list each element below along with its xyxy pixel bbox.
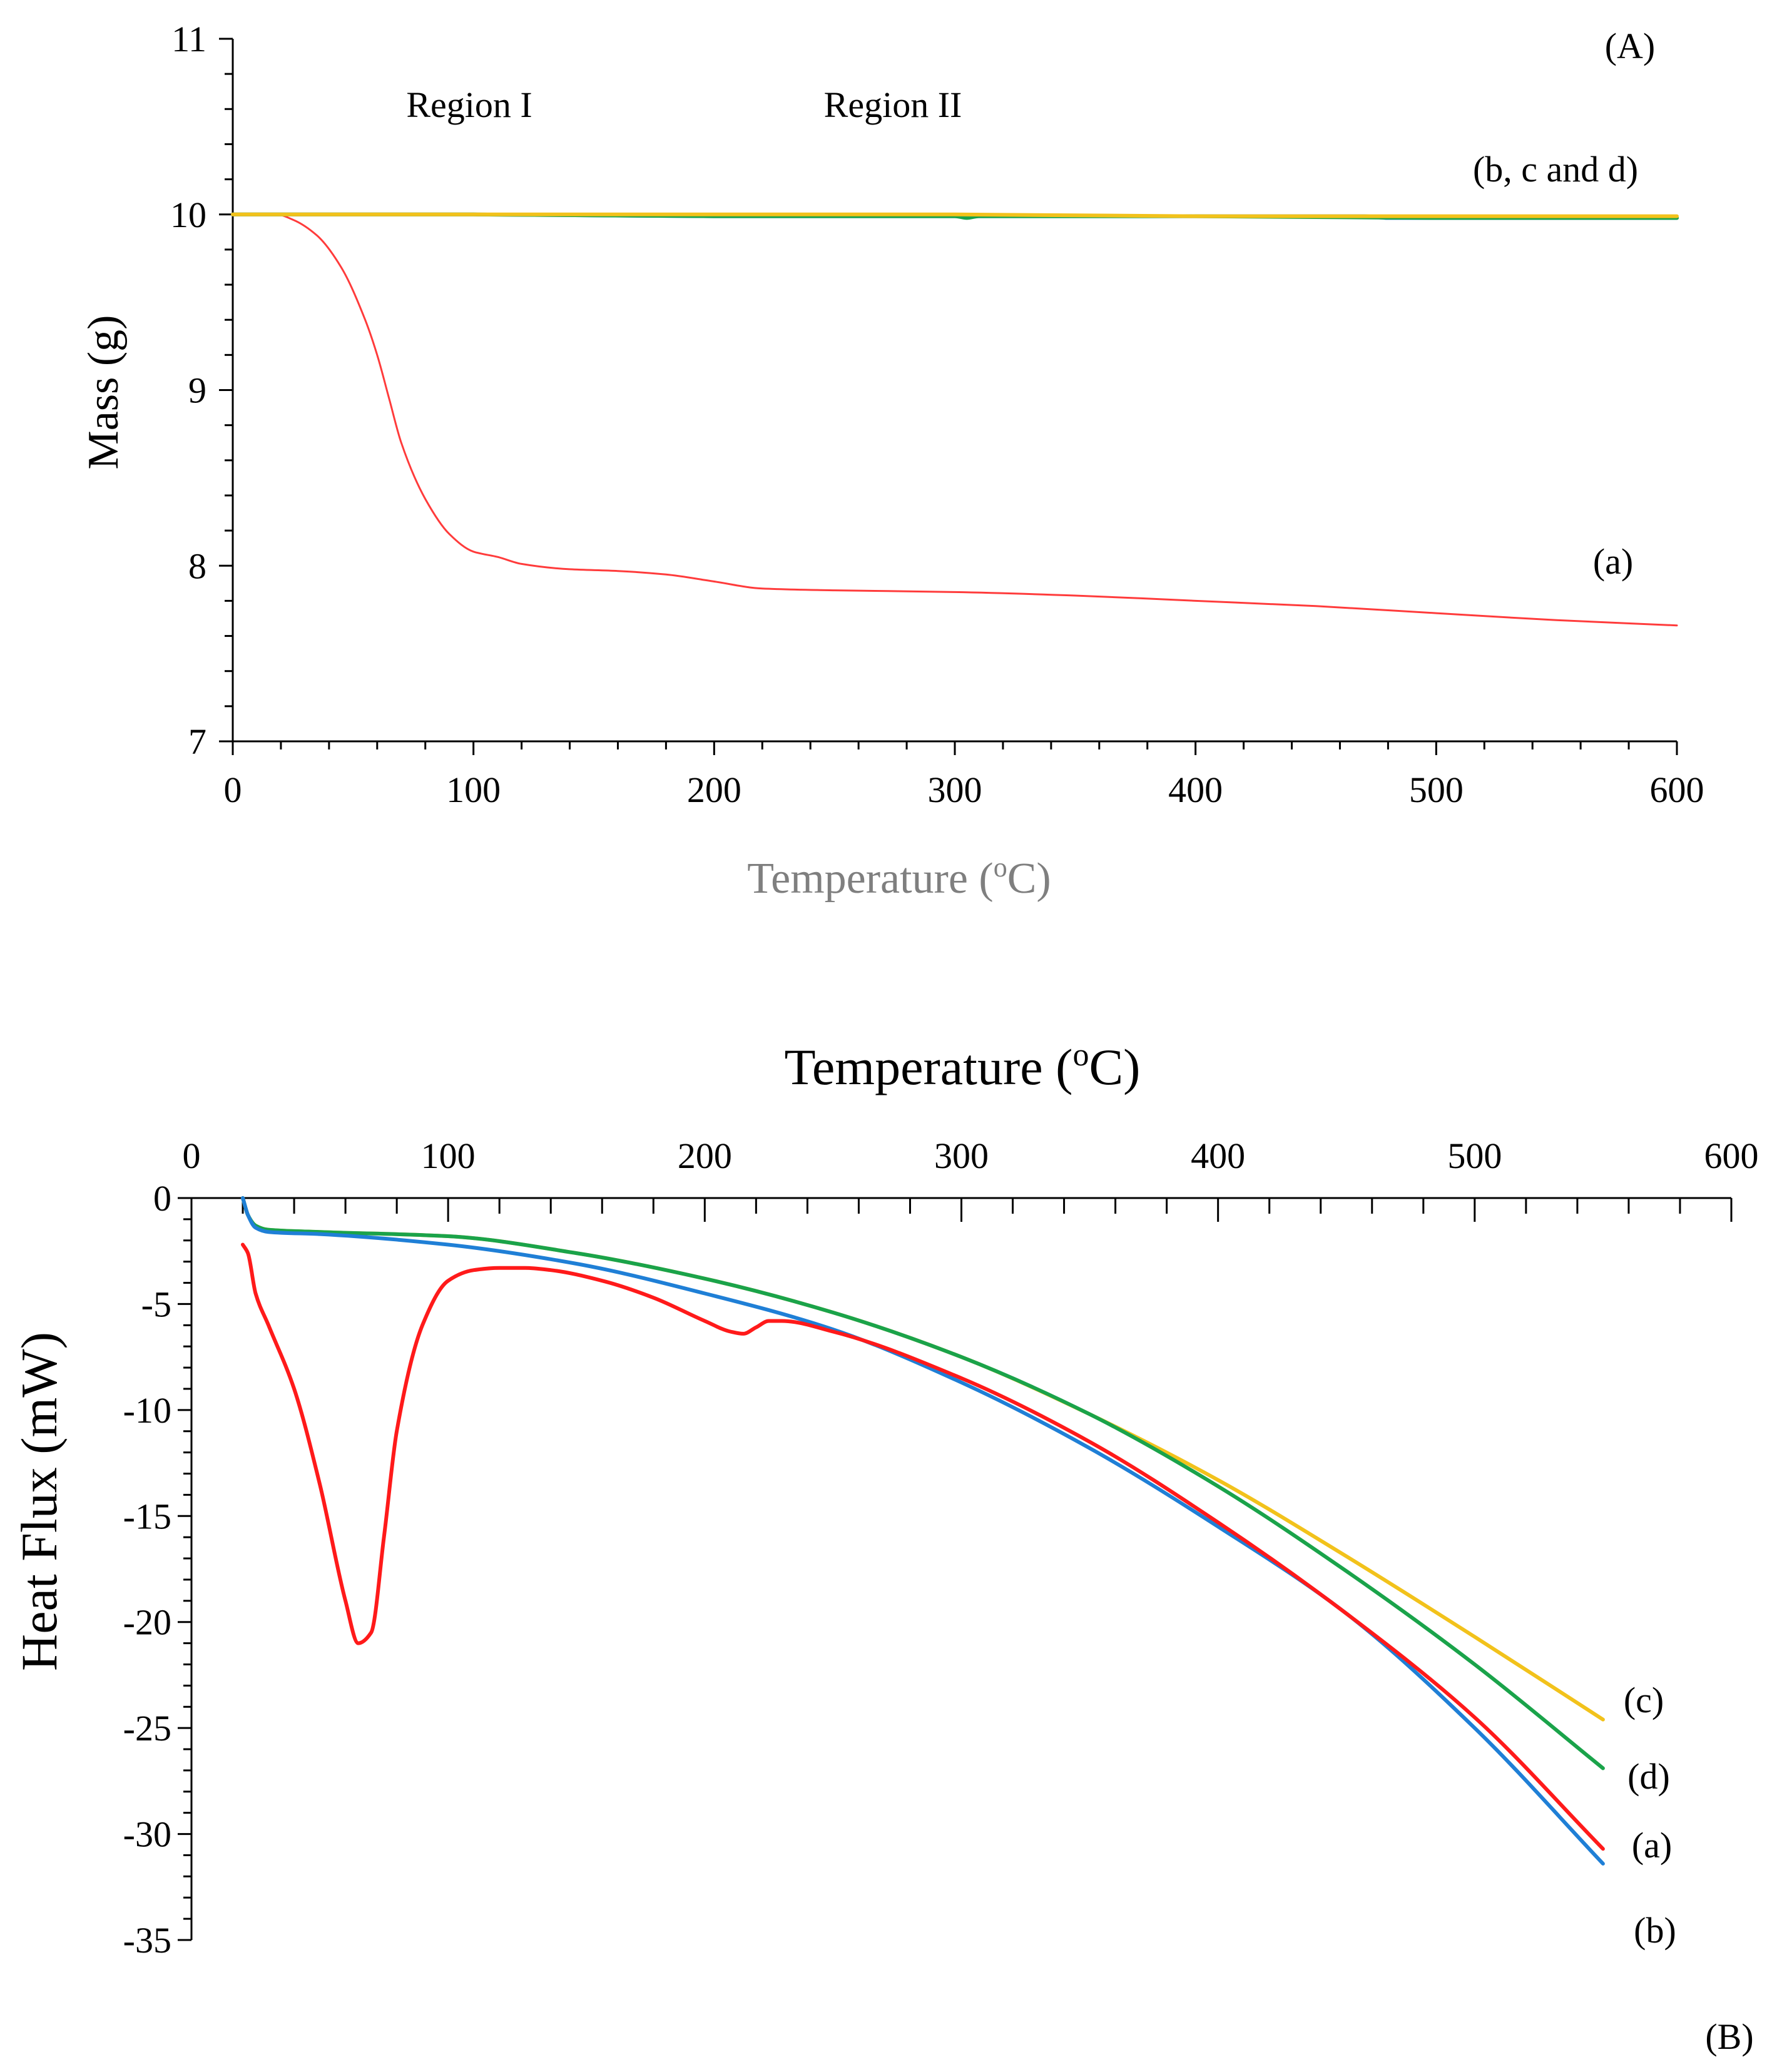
panel-b-x-title-suffix: C) <box>1089 1039 1140 1095</box>
panel-a-tick-labels: 0 100 200 300 400 500 600 7 8 9 10 11 <box>170 19 1704 810</box>
panel-a-x-tick-label: 100 <box>446 769 501 810</box>
series-d-end-label: (d) <box>1627 1756 1670 1797</box>
panel-a-x-title-main: Temperature ( <box>747 855 993 903</box>
panel-b-x-tick-label: 400 <box>1191 1135 1245 1176</box>
panel-b-x-tick-label: 300 <box>934 1135 989 1176</box>
series-c-end-label: (c) <box>1624 1680 1664 1720</box>
panel-a-x-tick-label: 0 <box>224 769 242 810</box>
panel-a-series <box>231 212 1679 627</box>
panel-a-series-line-c <box>231 212 1679 218</box>
panel-b-y-axis-title: Heat Flux (mW) <box>11 1332 68 1671</box>
region-1-label: Region I <box>406 84 532 125</box>
panel-a-x-tick-label: 200 <box>687 769 741 810</box>
panel-b-y-tick-label: -15 <box>123 1496 171 1536</box>
bcd-series-label: (b, c and d) <box>1473 149 1638 190</box>
panel-a-y-tick-label: 7 <box>188 721 206 762</box>
panel-a-x-title-suffix: C) <box>1007 855 1051 903</box>
panel-b-x-tick-label: 500 <box>1447 1135 1502 1176</box>
panel-b-series <box>241 1196 1605 1866</box>
panel-b-series-line-d <box>241 1196 1605 1770</box>
panel-a-label: (A) <box>1605 26 1656 66</box>
panel-b-x-tick-label: 100 <box>421 1135 476 1176</box>
panel-a-y-tick-label: 11 <box>171 19 206 59</box>
panel-b-y-tick-label: 0 <box>153 1178 171 1219</box>
panel-a-series-line-a <box>232 213 1678 627</box>
series-a-label-panel-a: (a) <box>1593 541 1633 582</box>
panel-a-axes <box>219 38 1678 755</box>
series-b-end-label: (b) <box>1634 1910 1676 1951</box>
panel-a-x-tick-label: 400 <box>1168 769 1223 810</box>
panel-b-y-tick-label: -30 <box>123 1814 171 1855</box>
panel-b-y-tick-label: -20 <box>123 1602 171 1643</box>
panel-b: 0 100 200 300 400 500 600 0 -5 -10 -15 -20 -25 -30 -35… <box>11 1037 1759 2057</box>
panel-a-x-axis-title: Temperature (oC) <box>747 852 1051 903</box>
panel-a-x-tick-label: 300 <box>928 769 982 810</box>
panel-b-x-tick-label: 200 <box>678 1135 732 1176</box>
panel-a-y-tick-label: 10 <box>170 195 206 235</box>
panel-a-y-tick-label: 8 <box>188 546 206 586</box>
panel-b-y-tick-label: -35 <box>123 1920 171 1961</box>
panel-b-y-tick-label: -10 <box>123 1390 171 1431</box>
panel-a-y-axis-title: Mass (g) <box>79 315 128 470</box>
series-a-end-label: (a) <box>1632 1825 1672 1866</box>
panel-b-series-line-a <box>241 1242 1605 1851</box>
panel-b-label: (B) <box>1705 2016 1753 2057</box>
panel-b-x-title-main: Temperature ( <box>785 1039 1073 1095</box>
region-2-label: Region II <box>824 84 962 125</box>
panel-b-x-tick-label: 0 <box>183 1135 201 1176</box>
panel-a-y-tick-label: 9 <box>188 370 206 411</box>
panel-b-x-title-sup: o <box>1072 1037 1089 1073</box>
panel-a-x-title-sup: o <box>994 852 1007 883</box>
panel-b-x-tick-label: 600 <box>1704 1135 1759 1176</box>
panel-b-y-tick-label: -5 <box>141 1284 171 1324</box>
panel-b-x-axis-title: Temperature (oC) <box>785 1037 1141 1095</box>
panel-b-y-tick-label: -25 <box>123 1708 171 1749</box>
panel-a-x-tick-label: 500 <box>1409 769 1464 810</box>
panel-b-axes <box>178 1197 1733 1941</box>
panel-b-tick-labels: 0 100 200 300 400 500 600 0 -5 -10 -15 -20 -25 -30 -35 <box>123 1135 1759 1961</box>
panel-a-x-tick-label: 600 <box>1650 769 1704 810</box>
